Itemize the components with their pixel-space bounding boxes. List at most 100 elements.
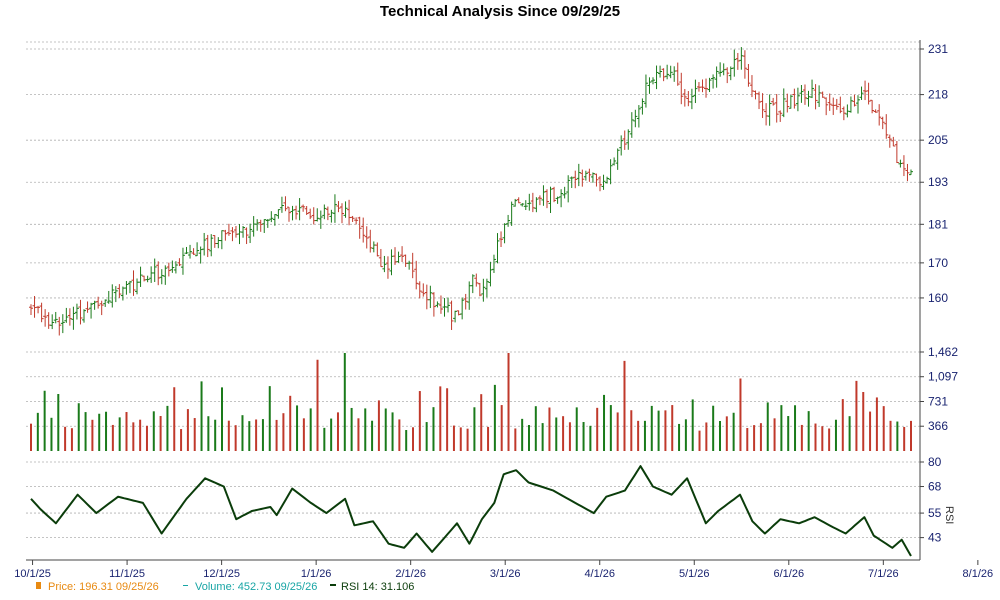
price-bar <box>113 286 118 303</box>
price-bar <box>350 215 355 222</box>
price-bar <box>530 192 535 213</box>
price-bar <box>576 163 581 187</box>
price-bar <box>212 235 217 248</box>
price-bar <box>704 78 709 98</box>
price-bar <box>654 65 659 90</box>
price-bar <box>651 77 656 85</box>
price-bar <box>265 218 270 228</box>
price-bar <box>279 196 284 213</box>
price-bar <box>909 169 913 176</box>
price-bar <box>672 66 677 82</box>
price-bar <box>810 79 815 99</box>
price-bar <box>294 205 299 220</box>
price-bar <box>318 210 323 229</box>
price-bar <box>166 262 171 277</box>
price-bar <box>74 303 79 320</box>
price-bar <box>357 216 362 239</box>
price-bar <box>873 109 878 113</box>
price-bar <box>689 88 694 110</box>
price-bar <box>64 307 69 323</box>
price-bar <box>255 219 260 231</box>
price-bar <box>269 211 274 223</box>
price-bar <box>619 135 624 156</box>
price-bar <box>601 174 606 190</box>
price-bar <box>696 82 701 92</box>
price-bar <box>541 185 546 206</box>
price-bar <box>778 110 783 122</box>
price-bar <box>594 173 599 187</box>
price-bar <box>905 163 910 182</box>
price-bar <box>396 251 401 263</box>
price-bar <box>813 84 818 110</box>
price-bar <box>286 206 291 222</box>
price-bar <box>67 308 72 326</box>
price-bar <box>887 134 892 148</box>
price-bar <box>686 91 691 107</box>
price-bar <box>742 50 747 79</box>
price-bar <box>661 68 666 82</box>
price-bar <box>523 200 528 211</box>
price-bar <box>562 186 567 199</box>
price-tick-label: 231 <box>928 42 948 56</box>
price-bar <box>764 103 769 126</box>
price-bar <box>700 79 705 93</box>
price-bar <box>449 300 454 330</box>
volume-tick-label: 731 <box>928 395 948 409</box>
price-bar <box>721 63 726 76</box>
volume-series <box>30 352 912 451</box>
price-bar <box>53 311 58 324</box>
price-bar <box>693 79 698 104</box>
price-bar <box>237 224 242 245</box>
price-bar <box>389 249 394 276</box>
price-bar <box>202 232 207 256</box>
price-bar <box>481 278 486 302</box>
price-bar <box>453 310 458 323</box>
price-bar <box>877 104 882 126</box>
price-bar <box>272 214 277 226</box>
x-tick-label: 1/1/26 <box>301 568 332 580</box>
price-bar <box>378 248 383 268</box>
price-bar <box>626 129 631 150</box>
price-bar <box>682 88 687 107</box>
price-bar <box>834 98 839 110</box>
price-tick-label: 205 <box>928 133 948 147</box>
price-bar <box>152 258 157 283</box>
price-bar <box>633 109 638 128</box>
price-bar <box>71 306 76 330</box>
price-bar <box>92 300 97 310</box>
price-bar <box>707 77 712 93</box>
price-bar <box>597 176 602 192</box>
price-tick-label: 170 <box>928 256 948 270</box>
price-bar <box>573 170 578 189</box>
price-bar <box>788 95 793 109</box>
price-bar <box>371 241 376 253</box>
price-bar <box>838 96 843 114</box>
price-bar <box>587 168 592 182</box>
price-bar <box>477 282 482 297</box>
legend-rsi: RSI 14: 31.106 <box>341 581 414 593</box>
legend-volume: Volume: 452.73 09/25/26 <box>195 581 317 593</box>
x-tick-label: 10/1/25 <box>14 568 51 580</box>
price-bar <box>343 201 348 218</box>
price-bar <box>340 203 345 224</box>
price-bar <box>506 214 511 227</box>
price-bar <box>460 297 465 320</box>
price-bar <box>248 223 253 244</box>
price-bar <box>884 114 889 139</box>
price-bar <box>824 97 829 116</box>
price-bar <box>106 290 111 304</box>
price-bar <box>502 223 507 244</box>
volume-tick-label: 1,462 <box>928 345 958 359</box>
price-bar <box>428 285 433 309</box>
price-bar <box>417 281 422 299</box>
price-bar <box>608 159 613 185</box>
price-bar <box>548 186 553 213</box>
price-bar <box>209 234 214 257</box>
price-bar <box>85 301 90 313</box>
price-bar <box>767 94 772 126</box>
price-bar <box>188 244 193 259</box>
x-tick-label: 7/1/26 <box>868 568 899 580</box>
price-bar <box>421 283 426 297</box>
price-bar <box>315 208 320 222</box>
